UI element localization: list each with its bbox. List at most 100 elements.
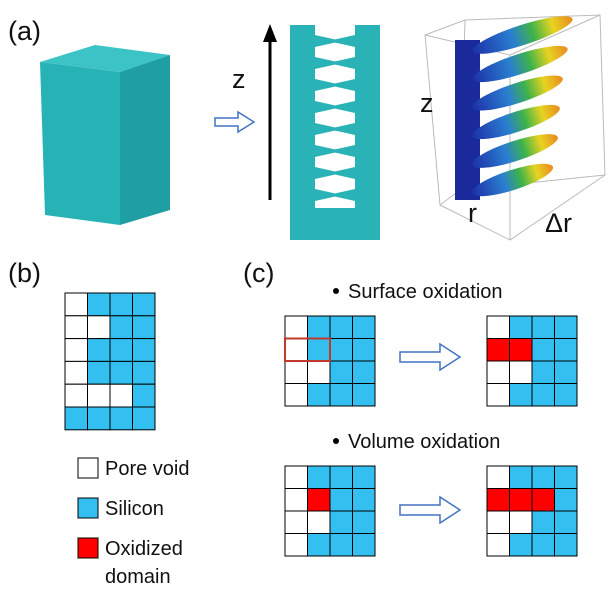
grid-cell <box>109 338 133 362</box>
highlight-box <box>284 337 331 362</box>
grid-cell <box>307 338 331 362</box>
grid-cell <box>109 383 133 408</box>
grid-cell <box>329 383 353 407</box>
grid-cell <box>509 360 533 384</box>
legend-swatch <box>77 497 99 519</box>
arrow <box>214 110 256 134</box>
grid-cell <box>87 383 111 408</box>
lobes <box>455 16 573 200</box>
grid-cell <box>352 383 376 407</box>
grid-cell <box>352 533 376 557</box>
grid-cell <box>64 406 88 431</box>
lobe <box>471 163 554 197</box>
legend-swatch <box>77 537 99 559</box>
pore-wall <box>328 25 380 212</box>
grid-cell <box>554 315 578 339</box>
panel-label: (c) <box>243 258 274 288</box>
pore-structure <box>290 25 380 240</box>
z-axis-arrowhead <box>263 24 277 42</box>
grid-cell <box>329 360 353 384</box>
grid-cell <box>64 360 88 385</box>
lobe <box>472 104 560 140</box>
grid-cell <box>307 533 331 557</box>
grid-cell <box>284 533 308 557</box>
grid-cell <box>307 315 331 339</box>
grid-cell <box>132 406 156 431</box>
grid-cell <box>531 510 555 534</box>
pore-bottom <box>290 208 380 240</box>
grid-cell <box>352 360 376 384</box>
grid-cell <box>109 360 133 385</box>
grid-cell <box>284 510 308 534</box>
grid-cell <box>329 533 353 557</box>
grid-cell <box>132 360 156 385</box>
arrow <box>399 342 462 372</box>
caption: Volume oxidation <box>348 431 500 453</box>
lobe <box>472 45 568 83</box>
grid-cell <box>554 533 578 557</box>
grid-cell <box>486 488 510 512</box>
grid-cell <box>509 488 533 512</box>
grid-cell <box>486 465 510 489</box>
grid-cell <box>352 488 376 512</box>
grids <box>64 292 578 557</box>
grid-cell <box>554 338 578 362</box>
grid-cell <box>329 315 353 339</box>
grid-cell <box>284 338 308 362</box>
grid-cell <box>486 383 510 407</box>
grid-cell <box>64 315 88 340</box>
grid-cell <box>509 315 533 339</box>
grid-cell <box>352 510 376 534</box>
bullet <box>333 288 339 294</box>
grid-cell <box>109 292 133 317</box>
grid-cell <box>554 510 578 534</box>
arrow <box>399 495 462 525</box>
grid-cell <box>486 533 510 557</box>
grid-cell <box>64 338 88 362</box>
legend: Pore void Silicon Oxidized domain <box>77 457 190 588</box>
grid-cell <box>87 338 111 362</box>
grid-cell <box>87 406 111 431</box>
grid-cell <box>307 360 331 384</box>
legend-swatch <box>77 457 99 479</box>
caption: Surface oxidation <box>348 281 503 303</box>
grid-cell <box>284 383 308 407</box>
grid-cell <box>554 360 578 384</box>
silicon-cube <box>40 45 170 225</box>
grid-cell <box>352 315 376 339</box>
grid-cell <box>531 488 555 512</box>
grid-cell <box>284 360 308 384</box>
grid-cell <box>109 315 133 340</box>
grid-cell <box>132 292 156 317</box>
grid-cell <box>509 533 533 557</box>
grid-cell <box>486 360 510 384</box>
grid-cell <box>132 383 156 408</box>
grid-cell <box>64 292 88 317</box>
legend-label: Pore void <box>105 458 190 480</box>
bullet <box>333 438 339 444</box>
grid-cell <box>531 533 555 557</box>
grid-cell <box>531 338 555 362</box>
lobe <box>472 134 558 168</box>
grid-cell <box>284 488 308 512</box>
grid-cell <box>329 488 353 512</box>
panel-label: (b) <box>8 258 41 288</box>
grid-cell <box>531 465 555 489</box>
pore-wall <box>290 25 342 212</box>
grid-cell <box>554 465 578 489</box>
grid-cell <box>132 338 156 362</box>
grid-cell <box>531 315 555 339</box>
grid-cell <box>486 510 510 534</box>
grid-cell <box>531 383 555 407</box>
grid-cell <box>284 465 308 489</box>
grid-cell <box>307 488 331 512</box>
legend-label: domain <box>105 566 171 588</box>
grid-cell <box>329 510 353 534</box>
grid-cell <box>87 292 111 317</box>
grid-cell <box>329 465 353 489</box>
grid-cell <box>509 338 533 362</box>
grid-cell <box>531 360 555 384</box>
plot-z-label: z <box>420 88 434 118</box>
z-label: z <box>232 64 246 94</box>
